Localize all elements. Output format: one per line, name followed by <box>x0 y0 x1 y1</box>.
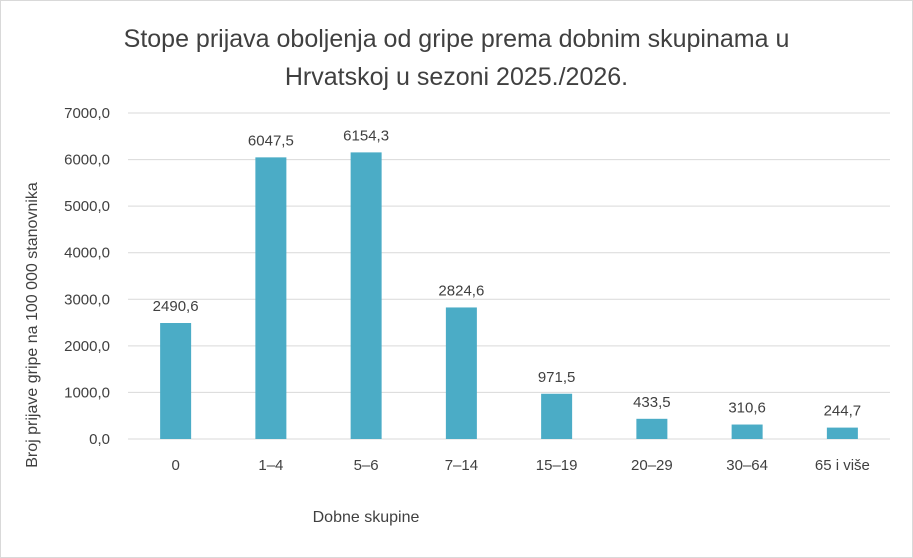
bar <box>541 393 573 439</box>
x-axis-ticks: 0 1–4 5–6 7–14 15–19 20–29 30–64 65 i više <box>171 457 869 474</box>
y-tick-label: 0,0 <box>89 431 110 448</box>
data-labels: 2490,6 6047,5 6154,3 2824,6 971,5 433,5 310,6 2… <box>153 127 861 419</box>
x-tick-label: 0 <box>171 457 179 474</box>
y-tick-label: 1000,0 <box>64 384 110 401</box>
y-tick-label: 2000,0 <box>64 338 110 355</box>
y-tick-label: 7000,0 <box>64 105 110 122</box>
x-tick-label: 20–29 <box>631 457 673 474</box>
y-tick-label: 6000,0 <box>64 152 110 169</box>
x-tick-label: 65 i više <box>815 457 870 474</box>
y-tick-label: 5000,0 <box>64 198 110 215</box>
data-label: 433,5 <box>633 394 671 411</box>
chart-title-line-2: Hrvatskoj u sezoni 2025./2026. <box>284 63 629 91</box>
data-label: 310,6 <box>728 400 766 417</box>
data-label: 2824,6 <box>438 282 484 299</box>
data-label: 244,7 <box>824 403 862 420</box>
chart-title-line-1: Stope prijava oboljenja od gripe prema d… <box>123 25 790 53</box>
y-axis-ticks: 0,0 1000,0 2000,0 3000,0 4000,0 5000,0 6000,0 7… <box>64 105 110 448</box>
bar <box>445 307 477 439</box>
data-label: 6154,3 <box>343 127 389 144</box>
data-label: 2490,6 <box>153 298 199 315</box>
x-tick-label: 7–14 <box>445 457 478 474</box>
y-tick-label: 4000,0 <box>64 245 110 262</box>
bar <box>731 424 763 439</box>
x-tick-label: 5–6 <box>354 457 379 474</box>
bar <box>636 418 668 439</box>
bar <box>160 323 192 439</box>
bars <box>160 152 858 440</box>
bar <box>350 152 382 440</box>
chart-title: Stope prijava oboljenja od gripe prema d… <box>0 20 913 96</box>
y-axis-title: Broj prijave gripe na 100 000 stanovnika <box>24 182 41 468</box>
data-label: 971,5 <box>538 369 576 386</box>
gridlines <box>128 112 890 440</box>
bar <box>826 427 858 439</box>
bar <box>255 157 287 439</box>
y-tick-label: 3000,0 <box>64 291 110 308</box>
x-axis-title: Dobne skupine <box>313 509 420 526</box>
x-tick-label: 15–19 <box>536 457 578 474</box>
x-tick-label: 30–64 <box>726 457 768 474</box>
data-label: 6047,5 <box>248 132 294 149</box>
x-tick-label: 1–4 <box>258 457 283 474</box>
